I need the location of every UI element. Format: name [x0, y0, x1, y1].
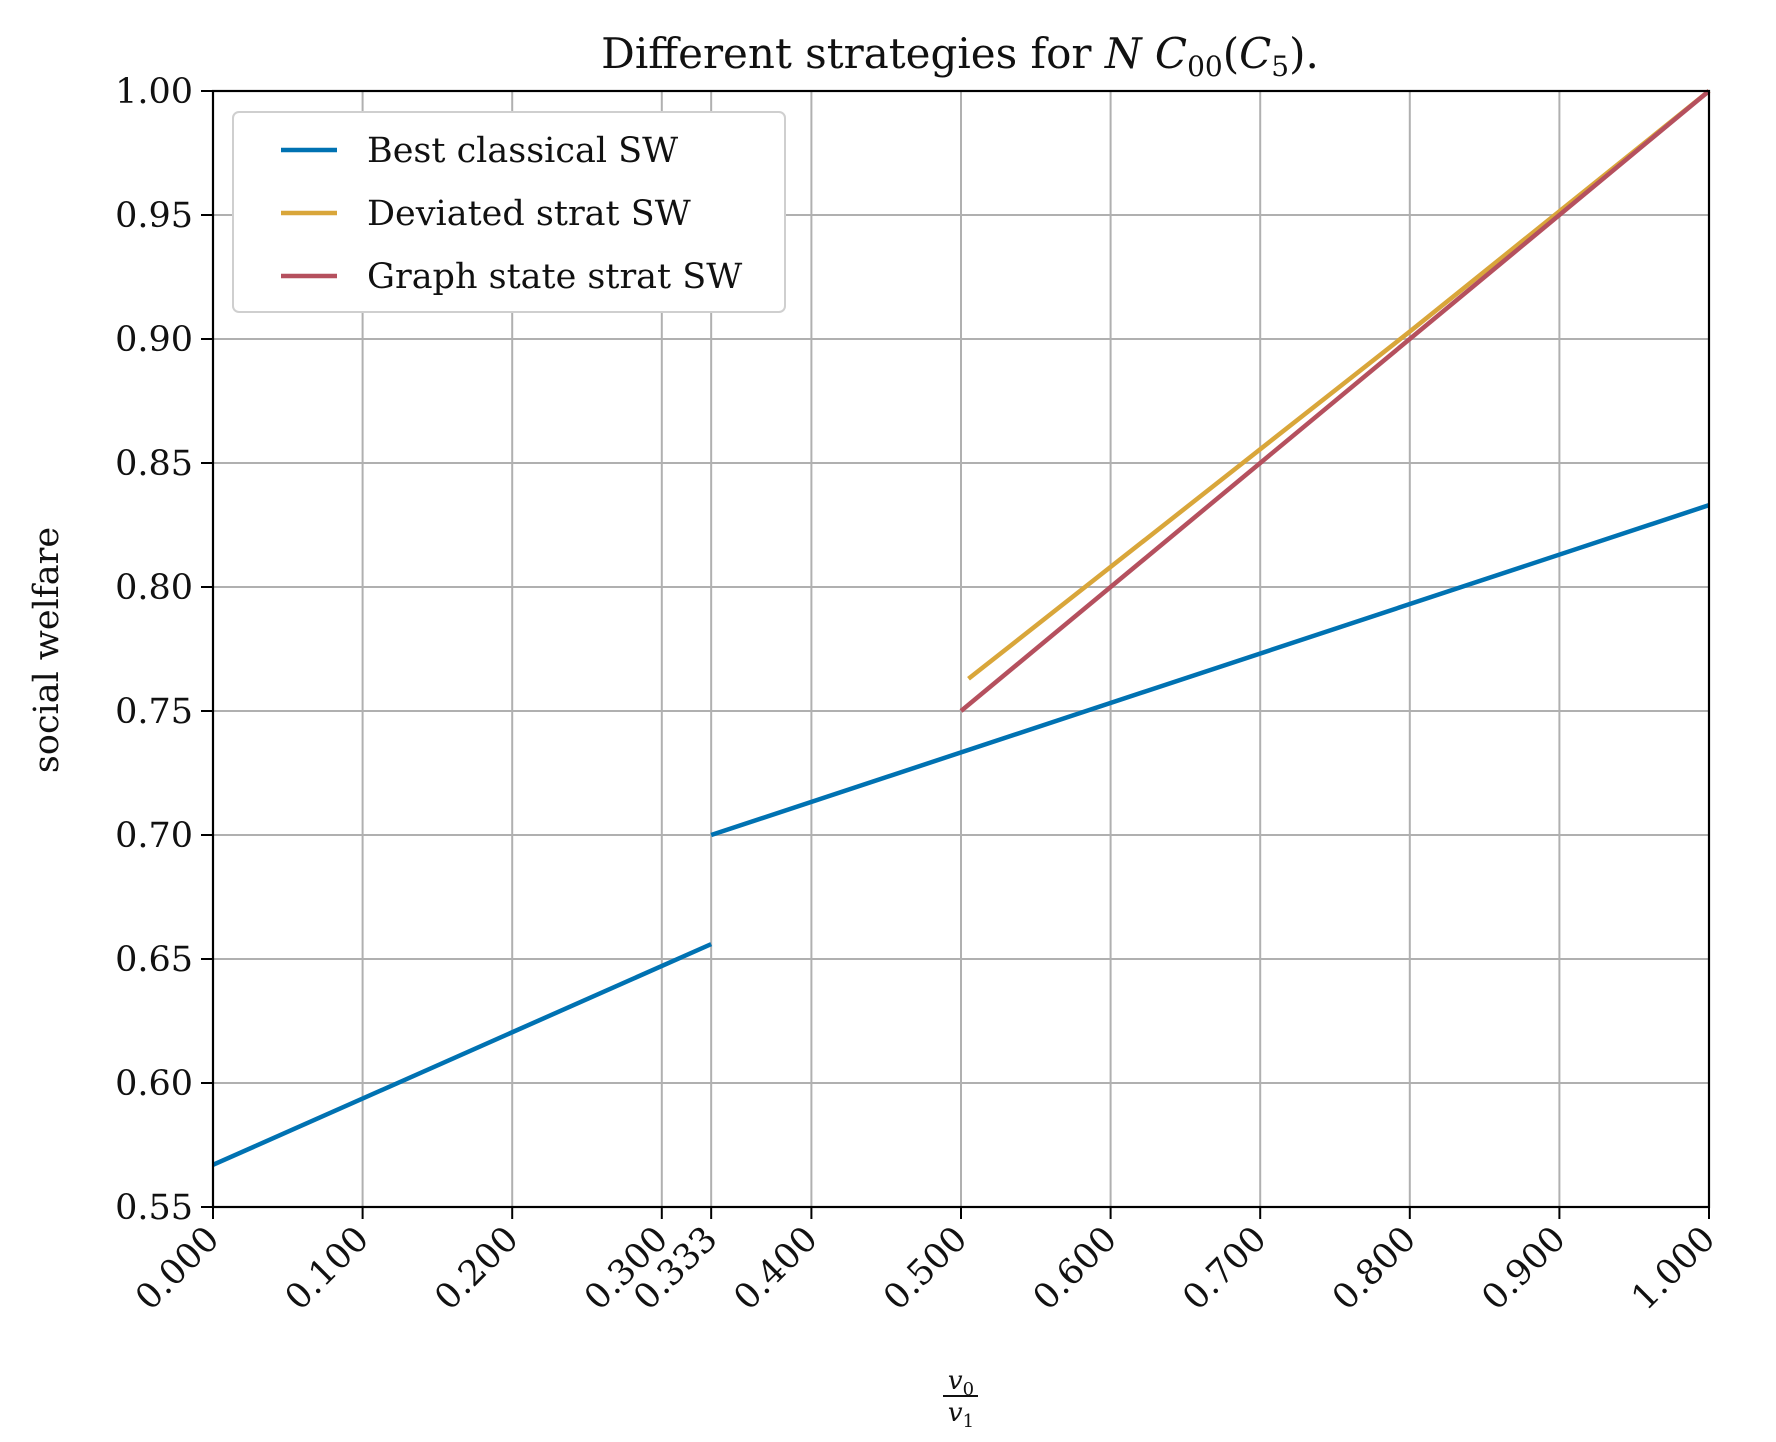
series-layer: [212, 89, 1711, 1167]
series-line: [959, 89, 1711, 713]
x-tick-label: 0.200: [427, 1219, 526, 1318]
y-tick-label: 1.00: [115, 72, 193, 112]
x-tick-label: 0.400: [727, 1219, 826, 1318]
y-tick-label: 0.65: [115, 940, 193, 980]
y-tick-label: 0.90: [115, 320, 193, 360]
x-axis-label: v0 v1: [943, 1366, 978, 1432]
x-tick-label: 0.000: [128, 1219, 227, 1318]
y-tick-label: 0.80: [115, 568, 193, 608]
series-line: [710, 503, 1710, 838]
series-line: [967, 89, 1711, 681]
x-tick-label: 0.600: [1026, 1219, 1125, 1318]
legend-label: Deviated strat SW: [367, 194, 691, 234]
y-tick-label: 0.55: [115, 1188, 193, 1228]
x-tick-label: 0.100: [278, 1219, 377, 1318]
x-tick-label: 0.700: [1175, 1219, 1274, 1318]
y-tick-label: 0.70: [115, 816, 193, 856]
svg-text:v1: v1: [948, 1398, 974, 1432]
svg-text:v0: v0: [948, 1366, 974, 1400]
y-tick-label: 0.75: [115, 692, 193, 732]
series-group: [967, 89, 1711, 681]
legend-label: Graph state strat SW: [367, 257, 742, 297]
y-axis-label: social welfare: [27, 527, 67, 773]
legend-box: [232, 111, 786, 313]
chart-title: Different strategies for N C00(C5).: [601, 29, 1319, 83]
y-tick-label: 0.60: [115, 1064, 193, 1104]
series-group: [959, 89, 1711, 713]
y-tick-label: 0.85: [115, 444, 193, 484]
legend-label: Best classical SW: [367, 131, 678, 171]
x-tick-label: 0.900: [1475, 1219, 1574, 1318]
y-tick-label: 0.95: [115, 196, 193, 236]
series-line: [212, 942, 713, 1167]
x-tick-label: 0.500: [876, 1219, 975, 1318]
x-tick-label: 0.800: [1325, 1219, 1424, 1318]
legend: Best classical SW Deviated strat SW Graph …: [232, 111, 786, 313]
series-group: [212, 503, 1710, 1167]
x-tick-label: 1.000: [1624, 1219, 1723, 1318]
